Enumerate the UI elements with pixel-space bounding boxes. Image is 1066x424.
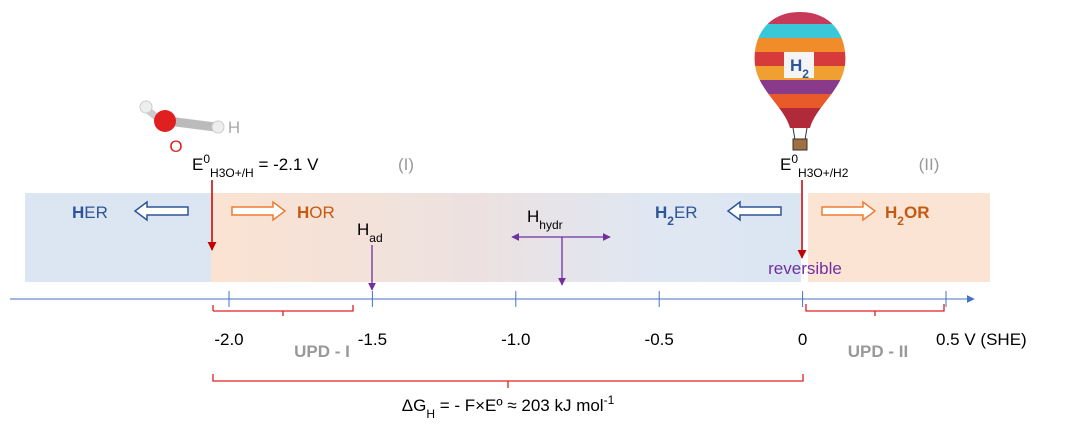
text-part: ER xyxy=(84,203,108,222)
e0-right: E0H3O+/H2 xyxy=(780,152,849,180)
region-right: (II) xyxy=(919,155,940,174)
text-part: H3O+/H xyxy=(210,166,254,180)
tick-label: 0 xyxy=(798,330,807,349)
balloon xyxy=(754,12,846,128)
text-part: = - F×Eº ≈ 203 kJ mol xyxy=(435,396,604,415)
h2or-arrow xyxy=(821,200,877,222)
text-part: E xyxy=(192,155,203,174)
rope xyxy=(804,127,808,141)
e0-left: E0H3O+/H = -2.1 V xyxy=(192,152,319,180)
text-part: H xyxy=(885,203,897,222)
upd-1: UPD - I xyxy=(294,342,350,361)
delta-g-bracket xyxy=(212,374,804,388)
text-part: 2 xyxy=(667,214,674,228)
text-part: H xyxy=(297,203,309,222)
text-part: E xyxy=(780,155,791,174)
hor-arrow xyxy=(231,200,287,222)
text-part: H xyxy=(527,207,539,226)
text-part: hydr xyxy=(539,218,562,232)
balloon-label: H2 xyxy=(790,56,809,81)
text-part: H xyxy=(357,220,369,239)
text-part: H xyxy=(426,407,435,419)
hor: HOR xyxy=(297,203,335,222)
upd-1-bracket xyxy=(212,305,354,316)
tick-label: -1.5 xyxy=(358,330,387,349)
her: HER xyxy=(72,203,108,222)
text-part: ER xyxy=(674,203,698,222)
reversible: reversible xyxy=(768,259,842,278)
molecule-o: O xyxy=(169,137,182,156)
text-part: 2 xyxy=(802,67,809,81)
h-hydr: Hhydr xyxy=(527,207,563,232)
text-part: 0 xyxy=(203,152,210,166)
h-ad: Had xyxy=(357,220,383,245)
text-part: = -2.1 V xyxy=(254,155,319,174)
upd-2-bracket xyxy=(805,304,945,316)
rope xyxy=(792,127,796,141)
balloon-badge xyxy=(784,52,814,78)
water-molecule xyxy=(139,100,225,134)
tick-label: -2.0 xyxy=(214,330,243,349)
tick-label: -0.5 xyxy=(645,330,674,349)
text-part: 0 xyxy=(791,152,798,166)
molecule-h: H xyxy=(228,118,240,137)
text-part: OR xyxy=(904,203,930,222)
text-part: ΔG xyxy=(402,396,427,415)
text-part: -1 xyxy=(604,393,615,407)
region-left: (I) xyxy=(398,155,414,174)
text-part: H xyxy=(72,203,84,222)
h2or: H2OR xyxy=(885,203,929,228)
text-part: H xyxy=(790,56,802,75)
delta-g: ΔGH = - F×Eº ≈ 203 kJ mol-1 xyxy=(402,393,615,419)
text-part: ad xyxy=(369,231,382,245)
tick-label: 0.5 V (SHE) xyxy=(936,330,1027,349)
h2er-arrow xyxy=(726,200,782,222)
text-part: OR xyxy=(309,203,335,222)
basket xyxy=(792,138,808,151)
her-arrow xyxy=(133,200,189,222)
text-part: 2 xyxy=(897,214,904,228)
tick-label: -1.0 xyxy=(501,330,530,349)
h2er: H2ER xyxy=(655,203,698,228)
upd-2: UPD - II xyxy=(848,342,908,361)
text-part: H3O+/H2 xyxy=(798,166,849,180)
mid-band xyxy=(211,193,801,282)
text-part: H xyxy=(655,203,667,222)
